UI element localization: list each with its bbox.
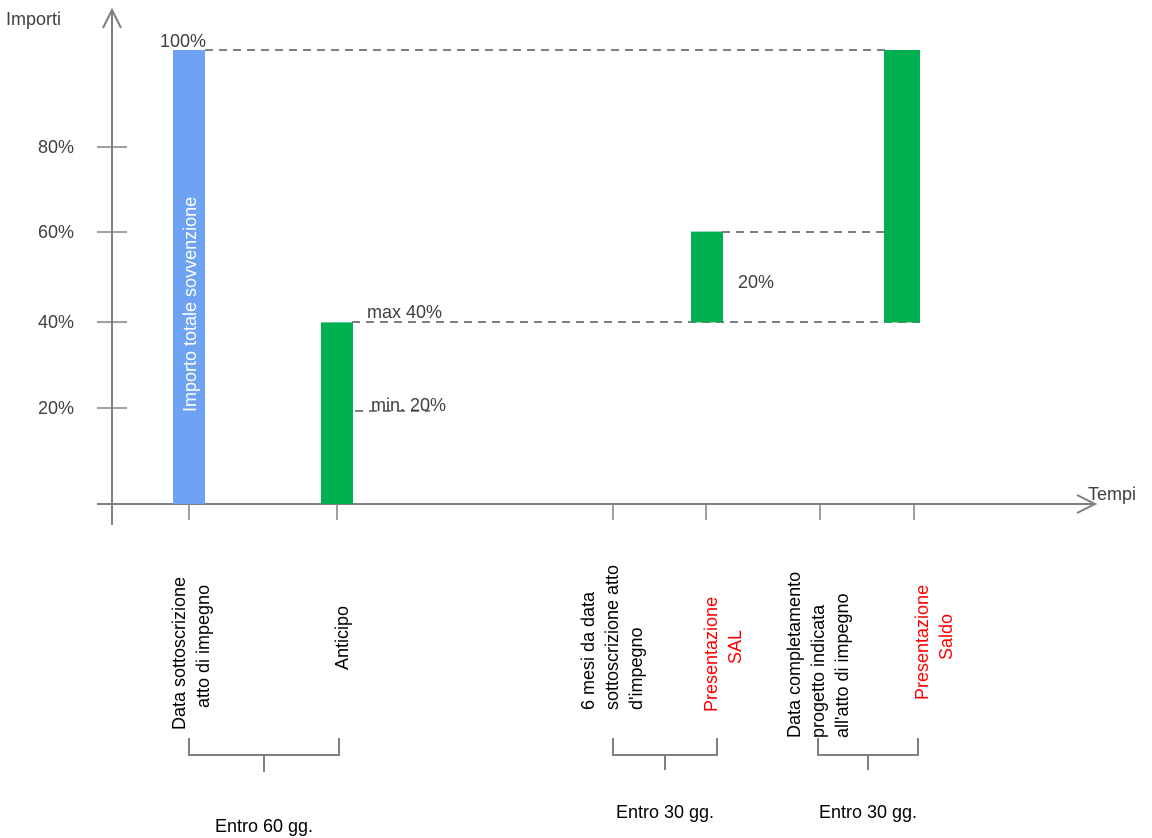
x-axis-title: Tempi — [1088, 484, 1136, 504]
interval-label: Entro 30 gg. — [616, 802, 714, 822]
milestone-line: d'impegno — [626, 628, 646, 711]
brace-30-days-sal — [612, 738, 718, 770]
milestone-completamento: Data completamento progetto indicata all… — [784, 572, 852, 738]
bar-total-grant — [173, 50, 205, 504]
milestone-line: Data sottoscrizione — [169, 577, 189, 730]
milestone-presentazione-saldo: Presentazione Saldo — [912, 585, 956, 700]
brace-60-days — [188, 738, 340, 772]
bar-anticipo — [321, 322, 353, 504]
milestone-presentazione-sal: Presentazione SAL — [701, 597, 745, 712]
milestone-line: atto di impegno — [193, 585, 213, 708]
y-tick-label: 40% — [38, 312, 74, 332]
bar-sal — [691, 231, 723, 323]
milestone-line: Saldo — [936, 614, 956, 660]
milestone-line: sottoscrizione atto — [602, 565, 622, 710]
y-tick-label: 60% — [38, 222, 74, 242]
milestone-line: progetto indicata — [808, 604, 828, 738]
x-axis-arrow — [1076, 494, 1098, 514]
bar-total-top-label: 100% — [160, 31, 206, 51]
sal-side-label: 20% — [738, 272, 774, 292]
y-tick-1: 40% — [38, 312, 127, 332]
milestone-line: Anticipo — [332, 606, 352, 670]
milestone-anticipo: Anticipo — [332, 606, 352, 670]
milestone-sottoscrizione: Data sottoscrizione atto di impegno — [169, 577, 213, 730]
interval-label: Entro 60 gg. — [215, 816, 313, 836]
y-tick-label: 80% — [38, 137, 74, 157]
milestone-line: 6 mesi da data — [578, 591, 598, 710]
y-axis-title: Importi — [6, 9, 61, 29]
y-tick-2: 60% — [38, 222, 127, 242]
milestone-line: Data completamento — [784, 572, 804, 738]
brace-30-days-saldo — [817, 738, 919, 770]
y-tick-0: 20% — [38, 398, 127, 418]
y-tick-label: 20% — [38, 398, 74, 418]
milestone-line: Presentazione — [912, 585, 932, 700]
bar-total-inner-label: Importo totale sovvenzione — [180, 197, 200, 412]
milestone-line: all'atto di impegno — [832, 593, 852, 738]
milestone-line: SAL — [725, 630, 745, 664]
anticipo-min-label: min. 20% — [371, 395, 446, 415]
interval-label: Entro 30 gg. — [819, 802, 917, 822]
bar-saldo — [884, 50, 920, 323]
anticipo-max-label: max 40% — [367, 302, 442, 322]
milestone-line: Presentazione — [701, 597, 721, 712]
y-axis-arrow — [102, 7, 122, 29]
y-tick-3: 80% — [38, 137, 127, 157]
milestone-6-mesi: 6 mesi da data sottoscrizione atto d'imp… — [578, 565, 646, 710]
